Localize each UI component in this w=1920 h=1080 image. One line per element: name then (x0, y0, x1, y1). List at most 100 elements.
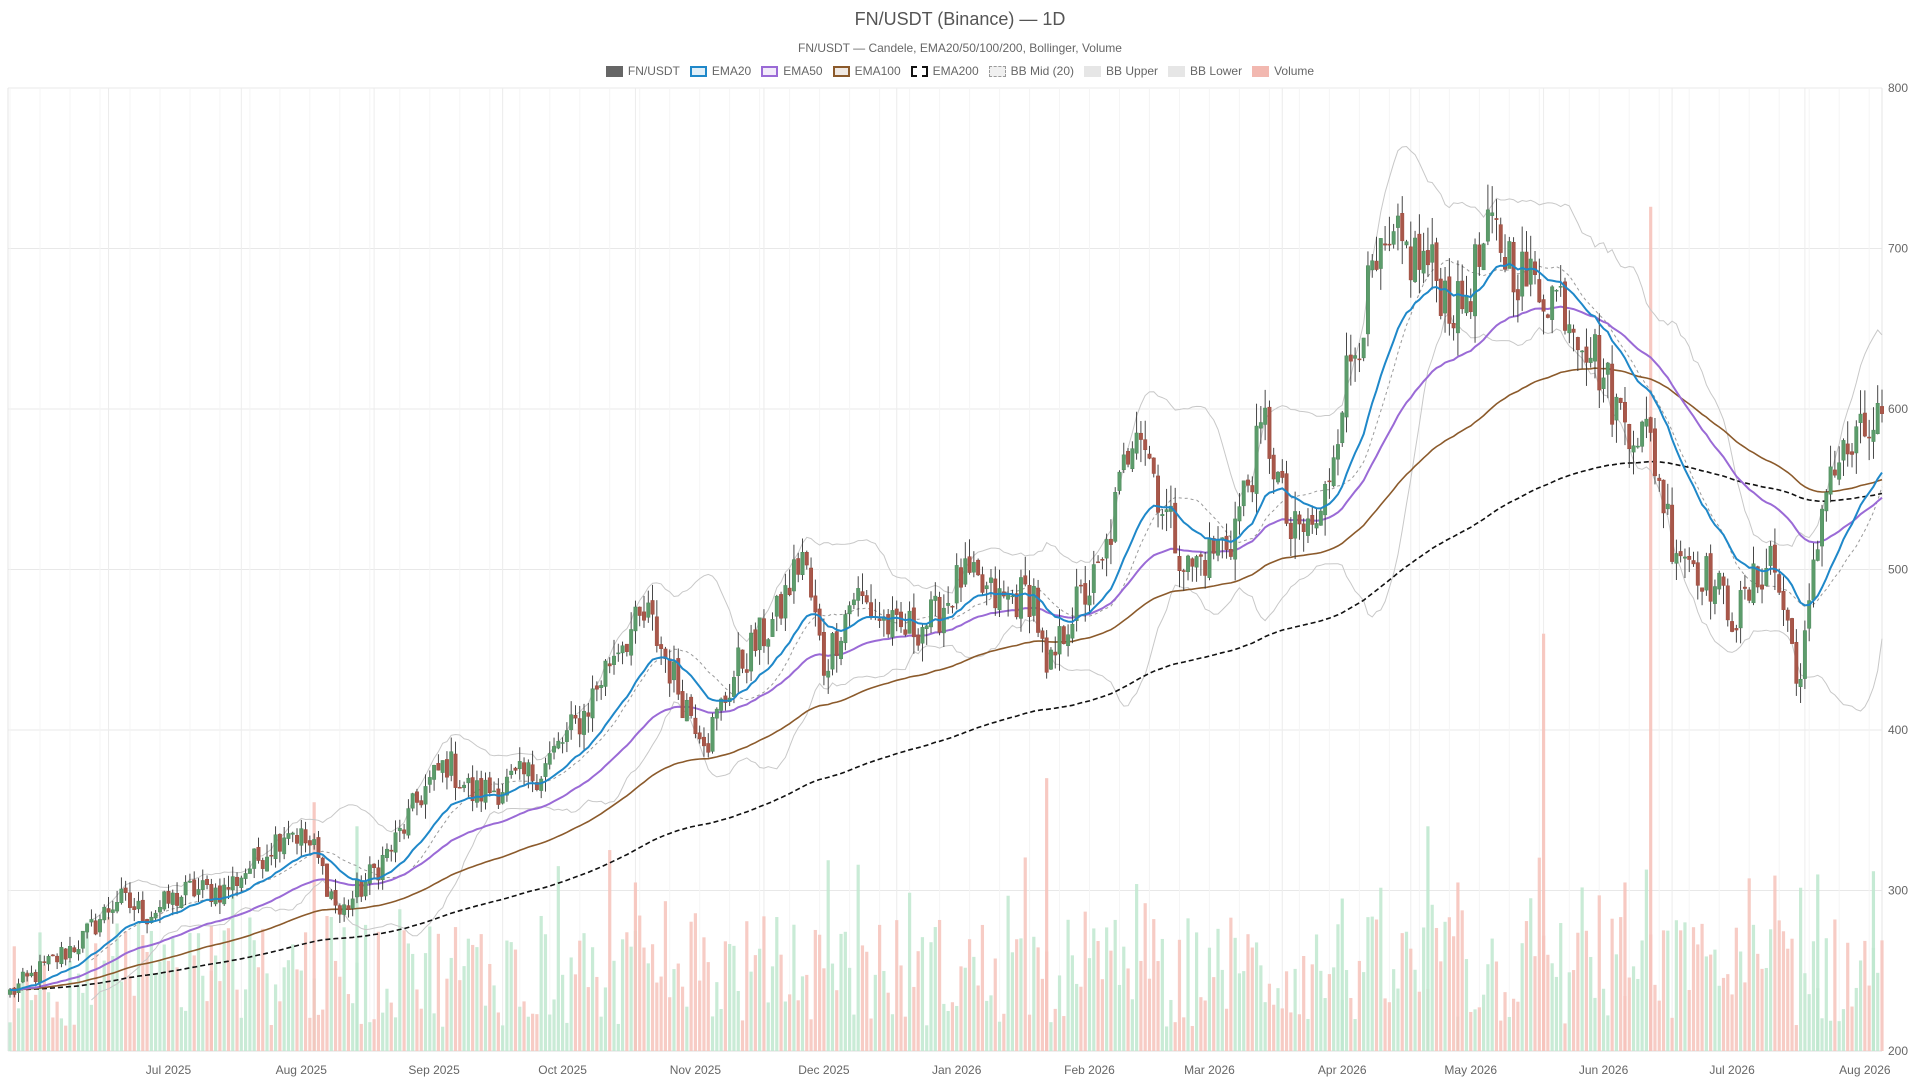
y-tick-label: 400 (1888, 723, 1908, 737)
candle-body (444, 759, 449, 778)
volume-bar (1816, 874, 1820, 1051)
candle-body (63, 948, 68, 960)
candle-body (989, 577, 993, 583)
volume-bar (1846, 942, 1850, 1051)
candle-body (1734, 628, 1739, 631)
candle-body (847, 605, 852, 615)
candle-body (1837, 462, 1842, 480)
candle-body (976, 559, 981, 576)
volume-bar (1353, 1019, 1357, 1051)
volume-bar (214, 955, 218, 1051)
candle-body (1413, 237, 1418, 282)
volume-bar (676, 963, 680, 1051)
volume-bar (248, 917, 252, 1051)
candle-body (1301, 523, 1306, 532)
candle-body (860, 591, 865, 596)
legend-item[interactable]: BB Lower (1168, 64, 1242, 78)
legend-label: Volume (1274, 64, 1315, 78)
candle-body (1276, 471, 1280, 483)
candle-body (1280, 470, 1285, 478)
legend-item[interactable]: BB Upper (1084, 64, 1158, 78)
candle-body (1404, 241, 1409, 246)
legend-label: BB Mid (20) (1010, 64, 1075, 78)
volume-bar (89, 1004, 93, 1051)
candle-body (1623, 401, 1627, 423)
volume-bar (179, 1007, 183, 1051)
volume-bar (1006, 895, 1010, 1051)
volume-bar (1032, 936, 1036, 1051)
volume-bar (749, 971, 753, 1051)
volume-bar (1687, 990, 1691, 1051)
candle-body (1794, 642, 1799, 684)
volume-bar (770, 966, 775, 1051)
candle-body (1571, 328, 1576, 333)
volume-bar (655, 982, 659, 1051)
legend-item[interactable]: EMA200 (910, 64, 979, 78)
candle-body (1074, 586, 1079, 621)
volume-bar (796, 1000, 800, 1051)
legend-item[interactable]: FN/USDT (605, 64, 680, 78)
candle-body (1126, 450, 1131, 465)
candle-body (385, 848, 389, 858)
volume-bar (1349, 997, 1353, 1051)
volume-bar (141, 935, 145, 1051)
candle-body (303, 829, 308, 844)
volume-bar (1700, 923, 1704, 1051)
candle-body (530, 764, 535, 781)
volume-bar (1726, 974, 1730, 1051)
volume-bar (1117, 984, 1122, 1051)
volume-bar (758, 948, 762, 1051)
candle-body (1310, 515, 1315, 525)
x-tick-label: Dec 2025 (798, 1063, 850, 1077)
legend-item[interactable]: Volume (1252, 64, 1314, 78)
volume-bar (94, 943, 98, 1051)
candle-body (937, 596, 942, 633)
candle-body (1091, 564, 1096, 593)
volume-bar (1314, 934, 1319, 1051)
candle-body (719, 698, 724, 711)
volume-bar (393, 1017, 398, 1051)
legend-item[interactable]: EMA50 (761, 64, 823, 78)
candle-body (791, 559, 796, 592)
volume-bar (333, 960, 338, 1051)
volume-bar (1871, 871, 1876, 1051)
volume-bar (920, 937, 925, 1051)
legend-item[interactable]: EMA100 (832, 64, 901, 78)
candle-body (1425, 250, 1430, 266)
legend-item[interactable]: EMA20 (689, 64, 751, 78)
volume-bar (590, 947, 595, 1051)
candle-body (1640, 421, 1645, 447)
candle-body (1648, 417, 1653, 433)
volume-bar (1229, 917, 1233, 1051)
candle-body (1494, 218, 1499, 220)
volume-bar (719, 1009, 723, 1051)
candle-body (830, 633, 835, 670)
volume-bar (1392, 969, 1396, 1051)
volume-bar (1075, 983, 1079, 1051)
volume-bar (398, 909, 402, 1051)
volume-bar (1524, 921, 1529, 1051)
legend-item[interactable]: BB Mid (20) (988, 64, 1075, 78)
volume-bar (608, 850, 612, 1051)
candle-body (633, 606, 638, 632)
candle-body (1173, 502, 1178, 554)
candle-body (1353, 355, 1358, 359)
volume-bar (620, 939, 625, 1051)
candle-body (205, 879, 210, 885)
legend-label: BB Lower (1190, 64, 1243, 78)
candle-body (856, 588, 861, 601)
y-tick-label: 200 (1888, 1044, 1908, 1058)
candle-body (42, 961, 47, 963)
volume-bar (231, 895, 235, 1051)
candle-body (1211, 538, 1216, 554)
candle-body (732, 677, 736, 697)
volume-bar (860, 945, 865, 1051)
volume-bar (1850, 1006, 1854, 1051)
volume-bar (1015, 939, 1019, 1051)
volume-bar (1469, 1011, 1473, 1051)
candle-body (85, 923, 90, 933)
candle-body (916, 634, 921, 646)
volume-bar (1254, 942, 1259, 1051)
candle-body (376, 867, 381, 881)
volume-bar (1743, 982, 1747, 1051)
